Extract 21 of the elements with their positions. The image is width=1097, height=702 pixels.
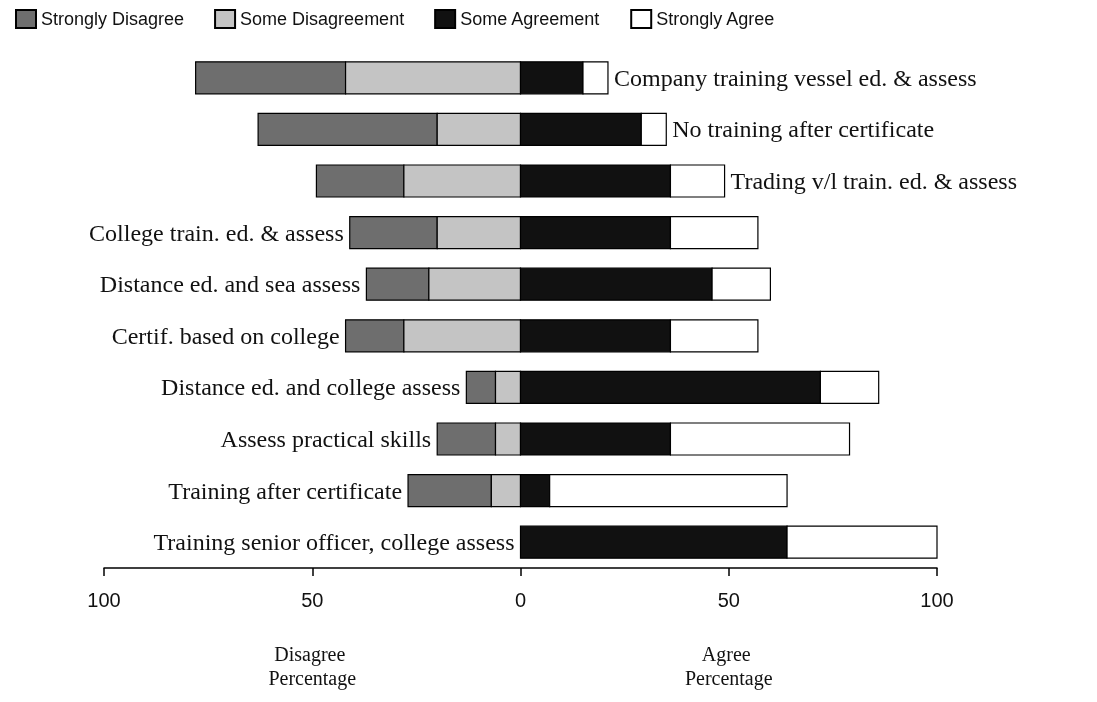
y-tick-label: No training after certificate: [672, 116, 935, 143]
legend-label: Strongly Disagree: [41, 9, 185, 29]
x-tick-label: 100: [87, 589, 121, 611]
y-tick-label: Distance ed. and college assess: [161, 374, 461, 401]
y-tick-label: Distance ed. and sea assess: [99, 271, 361, 298]
x-tick-label: 0: [514, 589, 527, 611]
y-tick-label: Trading v/l train. ed. & assess: [730, 168, 1018, 194]
text: Agree Percentage: [684, 643, 773, 690]
legend-label: Strongly Agree: [656, 9, 775, 29]
x-tick-label: 100: [920, 589, 954, 611]
x-tick-label: 50: [717, 589, 740, 611]
x-tick-label: 50: [301, 589, 324, 611]
y-tick-label: Training senior officer, college assess: [153, 529, 515, 556]
y-tick-label: College train. ed. & assess: [89, 219, 344, 246]
y-tick-label: Certif. based on college: [111, 322, 340, 349]
y-tick-label: Training after certificate: [168, 477, 403, 504]
y-tick-label: Company training vessel ed. & assess: [613, 64, 977, 91]
text: Disagree Percentage: [268, 643, 357, 690]
y-tick-label: Assess practical skills: [220, 426, 432, 452]
legend-label: Some Disagreement: [240, 9, 405, 29]
legend-label: Some Agreement: [460, 9, 600, 29]
